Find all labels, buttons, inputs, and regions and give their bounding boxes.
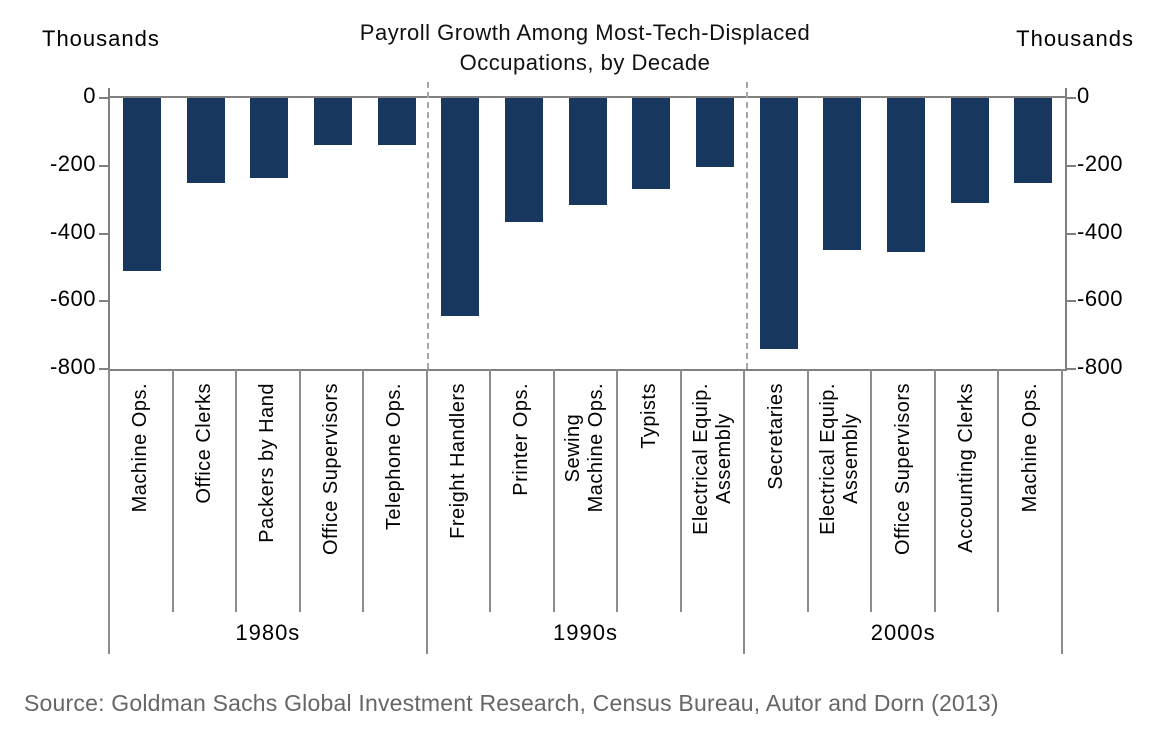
bar-1990s-5 <box>695 98 734 168</box>
category-label: Electrical Equip. Assembly <box>816 383 862 535</box>
category-label: Telephone Ops. <box>383 383 406 531</box>
chart-title: Payroll Growth Among Most-Tech-Displaced… <box>0 18 1170 78</box>
category-cell: Machine Ops. <box>110 369 174 612</box>
decade-cell-1990s: 1990s <box>428 612 746 654</box>
y-axis-tick-label-right: -400 <box>1077 218 1124 244</box>
decade-label: 1990s <box>553 620 618 645</box>
left-axis-line <box>108 88 110 97</box>
category-cell: Electrical Equip. Assembly <box>809 369 873 612</box>
bar-1980s-3 <box>250 98 289 178</box>
category-cell: Office Clerks <box>174 369 238 612</box>
decade-cell-2000s: 2000s <box>745 612 1061 654</box>
y-axis-tick-label-left: -400 <box>49 218 96 244</box>
y-axis-unit-right: Thousands <box>1016 26 1134 51</box>
y-axis-tick-label-right: -200 <box>1077 150 1124 176</box>
category-label: Office Supervisors <box>319 383 342 556</box>
y-axis-tick-label-left: 0 <box>83 83 96 108</box>
decade-label: 1980s <box>235 620 301 645</box>
bar-1990s-1 <box>441 98 480 317</box>
category-label: Packers by Hand <box>256 383 279 543</box>
y-axis-tick-label-left: -200 <box>49 150 96 176</box>
y-tick-left <box>99 164 108 167</box>
category-label: Electrical Equip. Assembly <box>689 383 735 535</box>
category-cell: Office Supervisors <box>872 369 936 612</box>
bar-2000s-3 <box>886 98 925 253</box>
bar-2000s-4 <box>950 98 989 203</box>
y-axis-tick-label-right: -600 <box>1077 286 1124 312</box>
decade-separator-line <box>427 82 430 369</box>
chart-title-line2: Occupations, by Decade <box>459 50 711 75</box>
y-tick-right <box>1067 300 1076 303</box>
category-cell: Printer Ops. <box>491 369 555 612</box>
category-cell: Freight Handlers <box>428 369 492 612</box>
y-tick-left <box>99 300 108 303</box>
y-tick-left <box>99 97 108 99</box>
y-tick-right <box>1067 368 1076 370</box>
bar-1980s-1 <box>122 98 161 271</box>
bar-1990s-4 <box>632 98 671 190</box>
y-axis-tick-label-right: -800 <box>1077 354 1124 379</box>
source-text: Source: Goldman Sachs Global Investment … <box>24 690 999 716</box>
category-label: Secretaries <box>764 383 787 490</box>
y-axis-tick-label-left: -600 <box>49 286 96 312</box>
category-label: Sewing Machine Ops. <box>562 383 608 513</box>
category-cell: Machine Ops. <box>999 369 1061 612</box>
bar-1980s-4 <box>313 98 352 146</box>
bar-1980s-5 <box>377 98 416 146</box>
plot-area <box>99 82 1076 371</box>
category-label: Typists <box>637 383 660 449</box>
bar-1990s-2 <box>504 98 543 222</box>
y-tick-left <box>99 368 108 370</box>
y-axis-tick-label-left: -800 <box>49 354 96 379</box>
y-tick-right <box>1067 232 1076 235</box>
category-cell: Telephone Ops. <box>364 369 428 612</box>
category-cell: Accounting Clerks <box>936 369 1000 612</box>
decade-cell-1980s: 1980s <box>110 612 428 654</box>
bar-1990s-3 <box>568 98 607 205</box>
category-cell: Packers by Hand <box>237 369 301 612</box>
category-cell: Electrical Equip. Assembly <box>682 369 746 612</box>
right-axis-line <box>1065 88 1067 97</box>
chart-title-line1: Payroll Growth Among Most-Tech-Displaced <box>359 20 811 45</box>
category-label: Office Clerks <box>192 383 215 504</box>
category-label: Machine Ops. <box>129 383 152 513</box>
category-cell: Sewing Machine Ops. <box>555 369 619 612</box>
bar-2000s-5 <box>1014 98 1053 183</box>
y-tick-left <box>99 232 108 235</box>
decade-row: 1980s 1990s 2000s <box>108 612 1063 654</box>
category-label: Office Supervisors <box>891 383 914 556</box>
category-label: Machine Ops. <box>1018 383 1041 513</box>
decade-separator-line <box>745 82 748 369</box>
y-tick-right <box>1067 97 1076 99</box>
decade-label: 2000s <box>870 620 936 645</box>
y-tick-right <box>1067 164 1076 167</box>
category-label: Freight Handlers <box>446 383 469 539</box>
y-axis-tick-label-right: 0 <box>1077 83 1090 108</box>
bar-2000s-2 <box>823 98 862 251</box>
category-labels-row: Machine Ops. Office Clerks Packers by Hand… <box>108 369 1063 612</box>
category-cell: Secretaries <box>745 369 809 612</box>
bar-2000s-1 <box>759 98 798 349</box>
category-label: Printer Ops. <box>510 383 533 496</box>
category-cell: Typists <box>618 369 682 612</box>
category-label: Accounting Clerks <box>955 383 978 553</box>
bar-1980s-2 <box>186 98 225 183</box>
category-cell: Office Supervisors <box>301 369 365 612</box>
y-axis-unit-left: Thousands <box>42 26 160 51</box>
